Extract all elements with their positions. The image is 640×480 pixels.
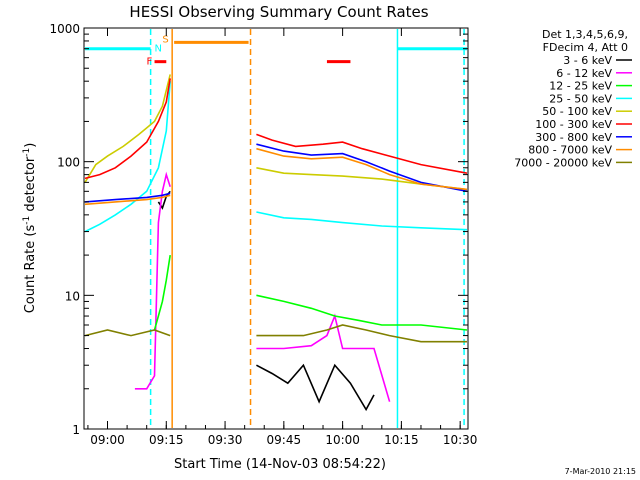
series-2-segment-0 [153, 254, 171, 331]
x-axis-label: Start Time (14-Nov-03 08:54:22) [174, 457, 386, 472]
y-axis-label: Count Rate (s-1 detector-1) [22, 143, 38, 314]
x-tick-label-5: 10:15 [384, 433, 419, 447]
x-tick-label-6: 10:30 [443, 433, 478, 447]
y-tick-label-3: 1000 [49, 22, 80, 36]
x-axis-ticks: 09:00 09:15 09:30 09:45 10:00 10:15 10:30 [87, 28, 478, 447]
series-6-segment-1 [256, 143, 468, 193]
series-7-segment-0 [84, 194, 171, 206]
y-axis-ticks: 1 10 100 1000 [49, 22, 468, 437]
series-5-segment-0 [84, 78, 171, 180]
footer-timestamp: 7-Mar-2010 21:15 [565, 467, 636, 476]
series-6-segment-0 [84, 192, 171, 203]
series-5-segment-1 [256, 133, 468, 174]
x-tick-label-0: 09:00 [90, 433, 125, 447]
legend-header-line-2: FDecim 4, Att 0 [543, 41, 628, 54]
y-tick-label-0: 1 [72, 423, 80, 437]
series-7-segment-1 [256, 147, 468, 191]
y-tick-label-1: 10 [65, 289, 80, 303]
vertical-lines [149, 29, 465, 428]
legend-entry-7: 800 - 7000 keV [528, 144, 612, 157]
series-8-segment-0 [84, 329, 171, 337]
flag-bars: F [85, 40, 467, 68]
legend-entry-3: 25 - 50 keV [549, 92, 612, 105]
legend-entry-1: 6 - 12 keV [556, 67, 612, 80]
legend-entry-2: 12 - 25 keV [549, 80, 612, 93]
y-tick-label-2: 100 [57, 156, 80, 170]
legend-entry-8: 7000 - 20000 keV [514, 156, 612, 169]
series-group [84, 74, 468, 412]
series-8-segment-1 [256, 324, 467, 343]
series-2-segment-1 [256, 294, 468, 331]
series-0-segment-1 [256, 363, 375, 412]
series-1-segment-0 [134, 171, 171, 390]
x-tick-label-2: 09:30 [208, 433, 243, 447]
flag-label-0: N [155, 44, 162, 55]
flag-bar-label-3: F [147, 57, 153, 68]
series-4-segment-0 [84, 74, 171, 183]
legend-entry-4: 50 - 100 keV [542, 105, 612, 118]
legend-header-line-1: Det 1,3,4,5,6,9, [542, 28, 628, 41]
plot-area: F NS [83, 27, 469, 430]
legend: Det 1,3,4,5,6,9, FDecim 4, Att 0 3 - 6 k… [514, 28, 632, 169]
legend-entry-6: 300 - 800 keV [535, 131, 612, 144]
legend-entry-0: 3 - 6 keV [563, 54, 612, 67]
series-3-segment-1 [256, 211, 468, 231]
flag-label-1: S [162, 35, 168, 46]
plot-frame [83, 27, 469, 430]
x-tick-label-4: 10:00 [325, 433, 360, 447]
chart-title: HESSI Observing Summary Count Rates [129, 3, 428, 21]
x-tick-label-3: 09:45 [267, 433, 302, 447]
flag-labels: NS [155, 35, 169, 55]
legend-entry-5: 100 - 300 keV [535, 118, 612, 131]
x-tick-label-1: 09:15 [149, 433, 184, 447]
